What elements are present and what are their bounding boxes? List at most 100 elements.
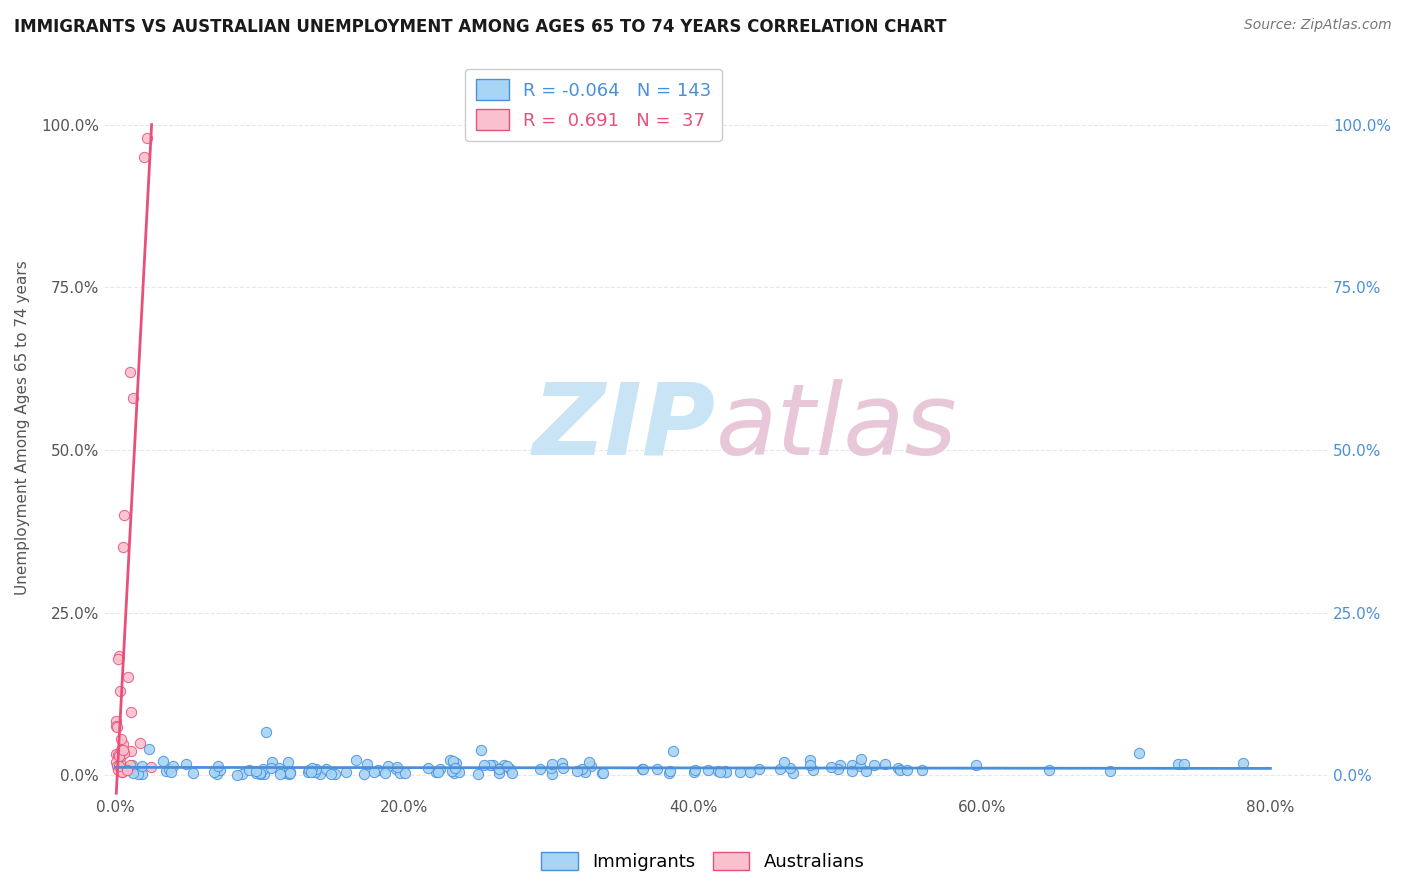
Point: [581, 759, 603, 773]
Point: [107, 759, 129, 773]
Point: [889, 763, 911, 777]
Text: ZIP: ZIP: [533, 378, 716, 475]
Point: [374, 766, 396, 780]
Point: [174, 757, 197, 772]
Point: [111, 764, 134, 779]
Point: [541, 757, 564, 772]
Point: [443, 761, 465, 775]
Point: [384, 762, 406, 776]
Point: [298, 764, 321, 778]
Point: [111, 764, 134, 778]
Point: [131, 759, 153, 773]
Point: [696, 763, 718, 777]
Point: [111, 541, 134, 555]
Point: [571, 762, 593, 776]
Point: [120, 744, 142, 758]
Point: [683, 764, 706, 779]
Point: [304, 764, 326, 779]
Point: [121, 763, 143, 777]
Point: [260, 761, 283, 775]
Point: [799, 757, 821, 772]
Point: [443, 765, 465, 780]
Point: [269, 767, 291, 781]
Point: [160, 764, 183, 779]
Point: [277, 755, 299, 769]
Legend: Immigrants, Australians: Immigrants, Australians: [534, 845, 872, 879]
Point: [427, 764, 450, 779]
Point: [820, 760, 842, 774]
Point: [565, 764, 588, 779]
Point: [540, 761, 562, 775]
Point: [277, 765, 299, 780]
Point: [112, 746, 135, 760]
Point: [107, 747, 129, 762]
Point: [647, 762, 669, 776]
Point: [440, 764, 463, 778]
Point: [301, 761, 323, 775]
Point: [470, 743, 492, 757]
Point: [107, 648, 129, 663]
Point: [965, 758, 987, 772]
Point: [1173, 756, 1195, 771]
Point: [1167, 756, 1189, 771]
Point: [709, 765, 731, 780]
Point: [782, 765, 804, 780]
Point: [353, 767, 375, 781]
Point: [278, 766, 301, 780]
Point: [120, 705, 142, 719]
Point: [896, 763, 918, 777]
Point: [551, 756, 574, 770]
Point: [801, 763, 824, 777]
Point: [254, 724, 277, 739]
Point: [467, 766, 489, 780]
Point: [441, 755, 464, 769]
Point: [799, 752, 821, 766]
Point: [136, 130, 159, 145]
Point: [827, 762, 849, 776]
Point: [112, 508, 135, 522]
Point: [363, 764, 385, 779]
Point: [911, 763, 934, 777]
Point: [1038, 764, 1060, 778]
Point: [748, 762, 770, 776]
Point: [841, 764, 863, 778]
Point: [429, 762, 451, 776]
Point: [278, 766, 301, 780]
Point: [118, 758, 141, 772]
Point: [367, 764, 389, 778]
Point: [488, 765, 510, 780]
Point: [127, 767, 149, 781]
Point: [873, 757, 896, 772]
Point: [245, 764, 267, 778]
Point: [315, 762, 337, 776]
Point: [207, 759, 229, 773]
Point: [115, 761, 138, 775]
Point: [887, 761, 910, 775]
Point: [252, 762, 274, 776]
Point: [779, 761, 801, 775]
Point: [578, 756, 600, 770]
Point: [107, 757, 129, 772]
Point: [335, 765, 357, 780]
Point: [706, 764, 728, 779]
Point: [387, 760, 409, 774]
Point: [121, 757, 143, 772]
Point: [249, 767, 271, 781]
Point: [111, 742, 134, 756]
Point: [107, 763, 129, 777]
Point: [226, 767, 249, 781]
Point: [574, 764, 596, 779]
Point: [121, 391, 143, 405]
Point: [416, 761, 439, 775]
Text: atlas: atlas: [716, 378, 957, 475]
Point: [274, 765, 297, 780]
Point: [131, 766, 153, 780]
Point: [118, 365, 141, 379]
Point: [631, 762, 654, 776]
Point: [499, 762, 522, 776]
Point: [110, 748, 132, 763]
Point: [122, 765, 145, 780]
Point: [110, 684, 132, 698]
Point: [356, 757, 378, 772]
Point: [107, 748, 129, 763]
